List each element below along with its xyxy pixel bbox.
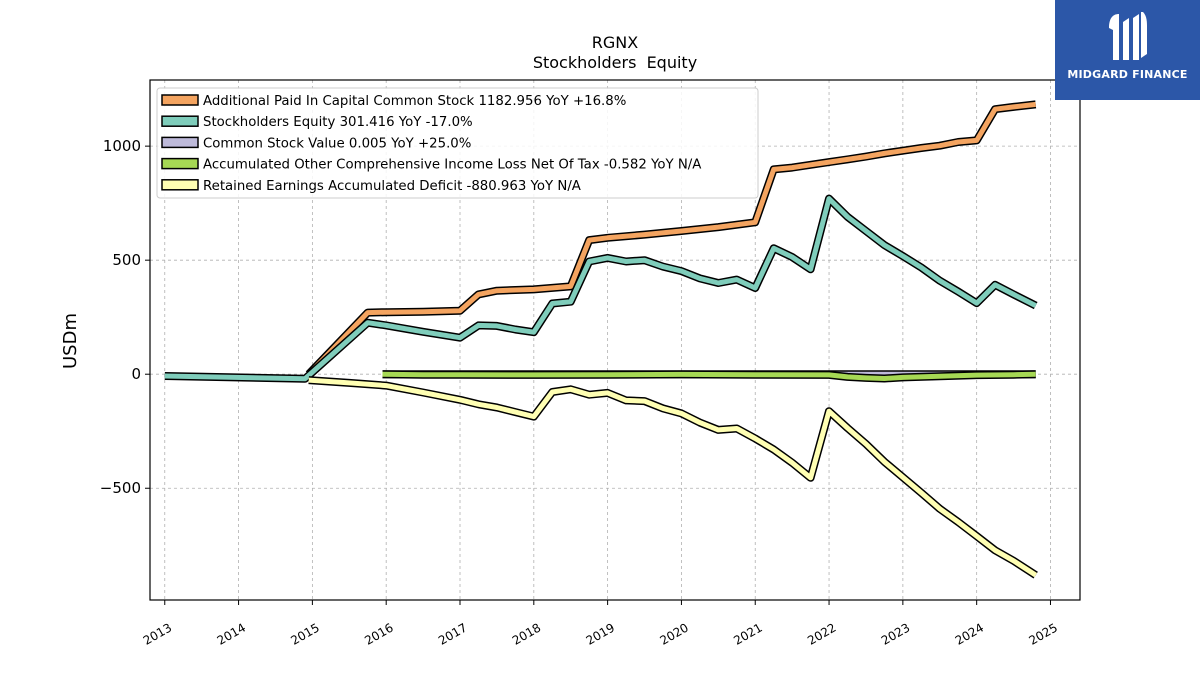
legend-swatch-2 — [161, 136, 199, 149]
series-line-3 — [382, 371, 1036, 381]
x-tick-label: 2025 — [1027, 620, 1060, 647]
y-tick-label: −500 — [100, 479, 141, 497]
y-tick-label: 500 — [112, 251, 141, 269]
series-outline-1 — [164, 194, 1038, 383]
chart-title: RGNX — [592, 33, 638, 52]
series-line-4 — [308, 377, 1038, 578]
x-tick-label: 2017 — [436, 620, 469, 647]
chart-subtitle: Stockholders Equity — [533, 53, 697, 72]
legend-box — [156, 87, 759, 199]
y-axis-label: USDm — [60, 313, 81, 369]
legend-swatch-4 — [161, 179, 199, 191]
plot-frame — [149, 79, 1081, 601]
legend: Additional Paid In Capital Common Stock … — [156, 87, 759, 199]
x-tick-label: 2020 — [657, 620, 690, 647]
logo-text: MIDGARD FINANCE — [1067, 68, 1188, 81]
series-layer — [164, 100, 1038, 579]
x-tick-label: 2024 — [953, 620, 986, 647]
logo-mark-icon — [1109, 12, 1147, 60]
x-tick-label: 2023 — [879, 620, 912, 647]
y-tick-label: 0 — [131, 365, 141, 383]
y-tick-label: 1000 — [103, 137, 141, 155]
x-tick-label: 2015 — [288, 620, 321, 647]
x-tick-label: 2019 — [584, 620, 617, 647]
x-tick-label: 2021 — [731, 620, 764, 647]
x-tick-label: 2022 — [805, 620, 838, 647]
series-line-1 — [164, 196, 1037, 382]
legend-label-0: Additional Paid In Capital Common Stock … — [203, 94, 626, 109]
legend-label-2: Common Stock Value 0.005 YoY +25.0% — [203, 136, 471, 151]
midgard-finance-logo: MIDGARD FINANCE — [1055, 0, 1200, 100]
legend-swatch-3 — [161, 157, 199, 170]
x-tick-label: 2016 — [362, 620, 395, 647]
legend-swatch-1 — [161, 115, 199, 127]
x-tick-label: 2013 — [141, 620, 174, 647]
legend-label-4: Retained Earnings Accumulated Deficit -8… — [203, 179, 581, 194]
legend-label-3: Accumulated Other Comprehensive Income L… — [203, 158, 701, 173]
series-line-0 — [306, 101, 1036, 376]
x-tick-label: 2014 — [215, 620, 248, 647]
legend-label-1: Stockholders Equity 301.416 YoY -17.0% — [203, 115, 473, 130]
x-tick-label: 2018 — [510, 620, 543, 647]
legend-swatch-0 — [161, 94, 199, 106]
